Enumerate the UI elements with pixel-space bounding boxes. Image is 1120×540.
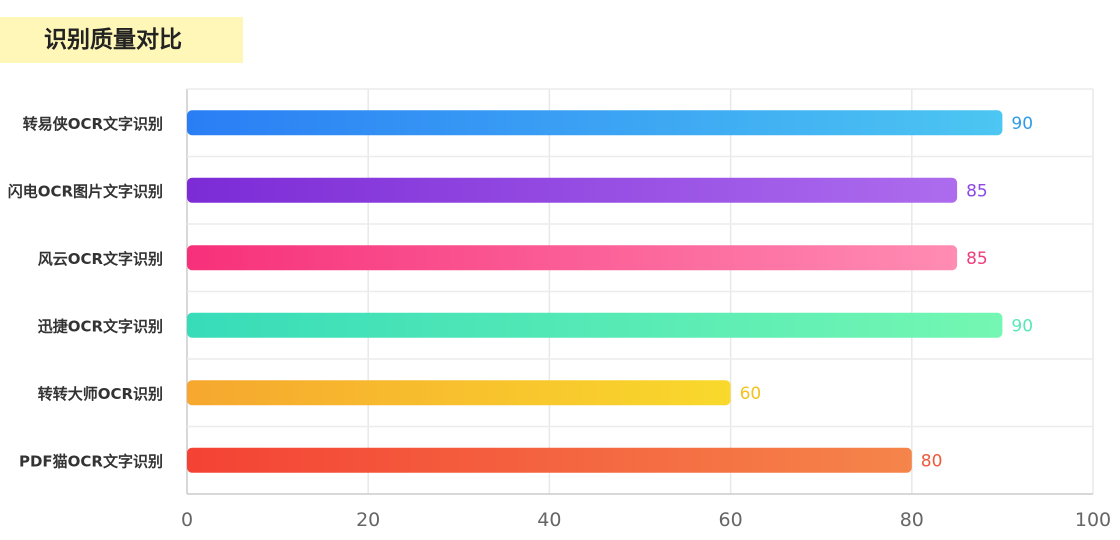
x-tick-label: 40	[537, 509, 561, 531]
category-label: 闪电OCR图片文字识别	[8, 182, 163, 200]
labels: 0 20 40 60 80 100 转易侠OCR文字识别 90 闪电OCR图片文字识别 85 风云O…	[8, 114, 1111, 531]
category-label: PDF猫OCR文字识别	[19, 452, 163, 470]
x-tick-label: 100	[1075, 509, 1111, 531]
chart-title-banner: 识别质量对比	[0, 17, 243, 63]
data-label: 85	[966, 181, 988, 201]
data-label: 80	[921, 451, 943, 471]
chart-title: 识别质量对比	[44, 27, 182, 53]
bar	[187, 380, 731, 406]
category-label: 迅捷OCR文字识别	[38, 317, 163, 335]
data-label: 90	[1011, 316, 1033, 336]
grid	[186, 88, 1094, 495]
bar	[187, 110, 1003, 136]
bars	[187, 110, 1003, 473]
category-label: 风云OCR文字识别	[38, 250, 163, 268]
category-label: 转易侠OCR文字识别	[23, 115, 163, 133]
data-label: 60	[740, 384, 762, 404]
data-label: 85	[966, 249, 988, 269]
bar	[187, 312, 1003, 338]
bar	[187, 447, 912, 473]
x-tick-label: 80	[900, 509, 924, 531]
x-tick-label: 0	[181, 509, 193, 531]
category-label: 转转大师OCR识别	[38, 385, 163, 403]
bar	[187, 177, 958, 203]
x-tick-label: 20	[356, 509, 380, 531]
bar	[187, 245, 958, 271]
x-tick-label: 60	[719, 509, 743, 531]
data-label: 90	[1011, 114, 1033, 134]
